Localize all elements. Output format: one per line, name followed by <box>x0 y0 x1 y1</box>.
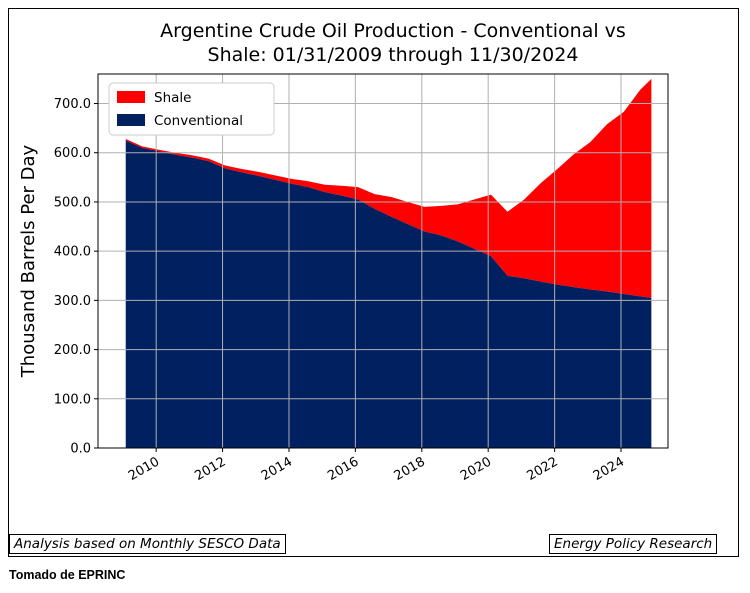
plot-border <box>97 73 669 449</box>
data-source-note: Analysis based on Monthly SESCO Data <box>9 534 286 554</box>
y-tick-label: 700.0 <box>54 97 91 112</box>
legend-swatch-shale <box>117 91 145 103</box>
x-tick-label: 2014 <box>259 454 295 484</box>
x-tick-label: 2012 <box>192 454 228 484</box>
shale-area <box>125 78 652 298</box>
figure-frame: Argentine Crude Oil Production - Convent… <box>8 8 739 557</box>
image-credit: Tomado de EPRINC <box>9 568 126 582</box>
legend-swatch-conventional <box>117 114 145 126</box>
x-tick-label: 2016 <box>325 454 361 484</box>
y-tick-label: 100.0 <box>54 392 91 407</box>
x-tick-label: 2024 <box>591 454 627 484</box>
chart-title-line: Argentine Crude Oil Production - Convent… <box>160 20 626 42</box>
y-tick-label: 300.0 <box>54 294 91 309</box>
x-tick-label: 2010 <box>126 454 162 484</box>
legend-label-conventional: Conventional <box>154 113 243 129</box>
y-tick-label: 0.0 <box>70 442 91 457</box>
legend: Shale Conventional <box>108 82 275 136</box>
x-tick-label: 2020 <box>458 454 494 484</box>
legend-box <box>108 82 275 136</box>
chart: Argentine Crude Oil Production - Convent… <box>18 20 669 484</box>
y-tick-label: 400.0 <box>54 245 91 260</box>
publisher-note: Energy Policy Research <box>549 534 718 554</box>
x-tick-label: 2018 <box>392 454 428 484</box>
y-axis-label: Thousand Barrels Per Day <box>18 144 39 378</box>
x-tick-label: 2022 <box>524 454 560 484</box>
y-tick-label: 500.0 <box>54 195 91 210</box>
y-tick-label: 200.0 <box>54 343 91 358</box>
chart-title-line: Shale: 01/31/2009 through 11/30/2024 <box>208 44 579 66</box>
conventional-area <box>125 140 652 448</box>
legend-label-shale: Shale <box>154 90 191 106</box>
y-tick-label: 600.0 <box>54 146 91 161</box>
